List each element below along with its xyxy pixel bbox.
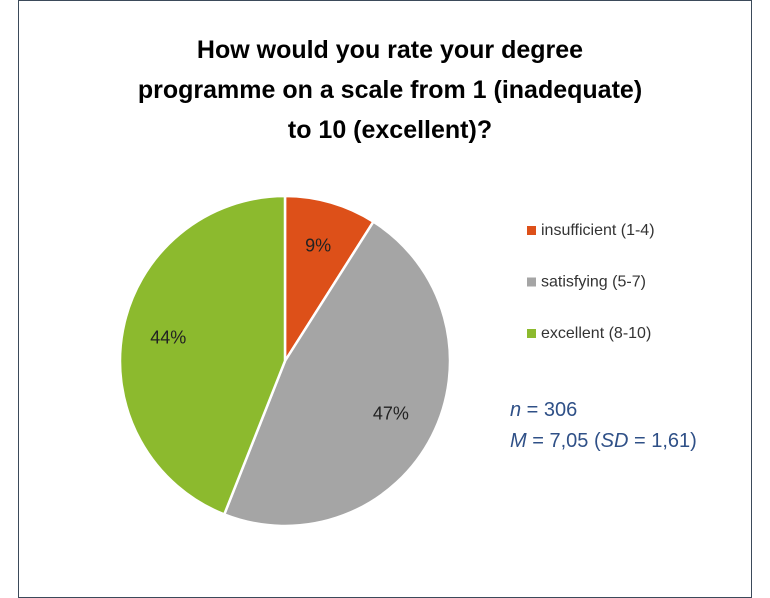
annotation-part: = 7,05 ( bbox=[527, 430, 601, 452]
data-label: 9% bbox=[305, 236, 331, 256]
legend-label: excellent (8-10) bbox=[541, 325, 651, 342]
chart-title: How would you rate your degree programme… bbox=[137, 36, 643, 144]
annotation-part: M bbox=[510, 430, 527, 452]
annotation: M = 7,05 (SD = 1,61) bbox=[510, 430, 697, 452]
legend-swatch bbox=[527, 329, 536, 338]
data-label: 47% bbox=[373, 404, 409, 424]
annotation-part: SD bbox=[601, 430, 629, 452]
annotation-part: = 306 bbox=[521, 399, 577, 421]
annotation: n = 306 bbox=[510, 399, 577, 421]
legend-swatch bbox=[527, 277, 536, 287]
pie-slice bbox=[118, 194, 287, 517]
legend-swatch bbox=[527, 226, 536, 235]
annotation-part: n bbox=[510, 399, 521, 421]
pie-slice bbox=[283, 194, 376, 366]
pie-slice bbox=[222, 219, 452, 528]
legend-label: insufficient (1-4) bbox=[541, 222, 655, 239]
legend-label: satisfying (5-7) bbox=[541, 274, 646, 291]
data-label: 44% bbox=[150, 327, 186, 347]
annotation-part: = 1,61) bbox=[628, 430, 696, 452]
